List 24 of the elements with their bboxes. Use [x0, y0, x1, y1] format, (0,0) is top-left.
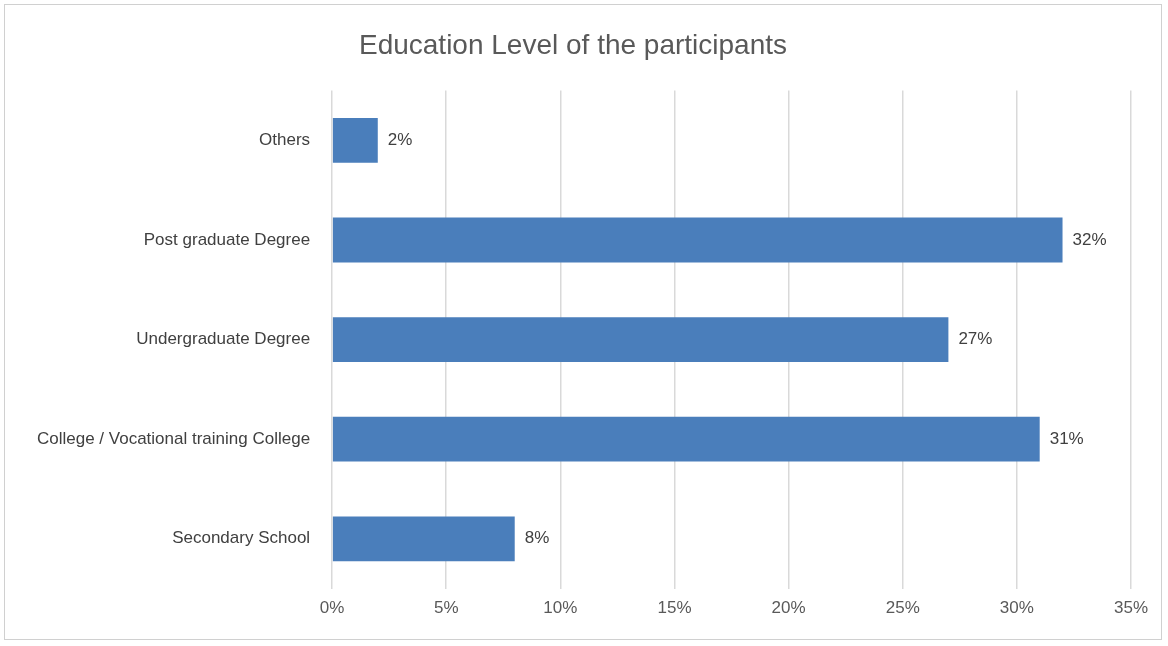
x-tick-label: 30%: [999, 598, 1034, 618]
data-label: 2%: [387, 130, 413, 150]
x-tick-label: 25%: [885, 598, 920, 618]
bar: [332, 416, 1040, 462]
x-tick-label: 0%: [319, 598, 345, 618]
y-tick-label: Secondary School: [172, 528, 311, 548]
bar: [332, 217, 1063, 263]
bar: [332, 317, 949, 363]
y-tick-label: College / Vocational training College: [37, 428, 311, 448]
data-label: 31%: [1049, 428, 1084, 448]
data-label: 8%: [524, 528, 550, 548]
y-tick-label: Undergraduate Degree: [136, 329, 311, 349]
data-label: 32%: [1072, 229, 1107, 249]
bar: [332, 117, 378, 163]
x-tick-label: 15%: [657, 598, 692, 618]
data-label: 27%: [958, 329, 993, 349]
bar: [332, 516, 515, 562]
x-tick-label: 10%: [543, 598, 578, 618]
y-tick-label: Post graduate Degree: [143, 229, 311, 249]
chart-title: Education Level of the participants: [358, 28, 788, 60]
x-tick-label: 5%: [433, 598, 459, 618]
y-tick-label: Others: [259, 130, 311, 150]
x-tick-label: 35%: [1113, 598, 1149, 618]
x-tick-label: 20%: [771, 598, 806, 618]
